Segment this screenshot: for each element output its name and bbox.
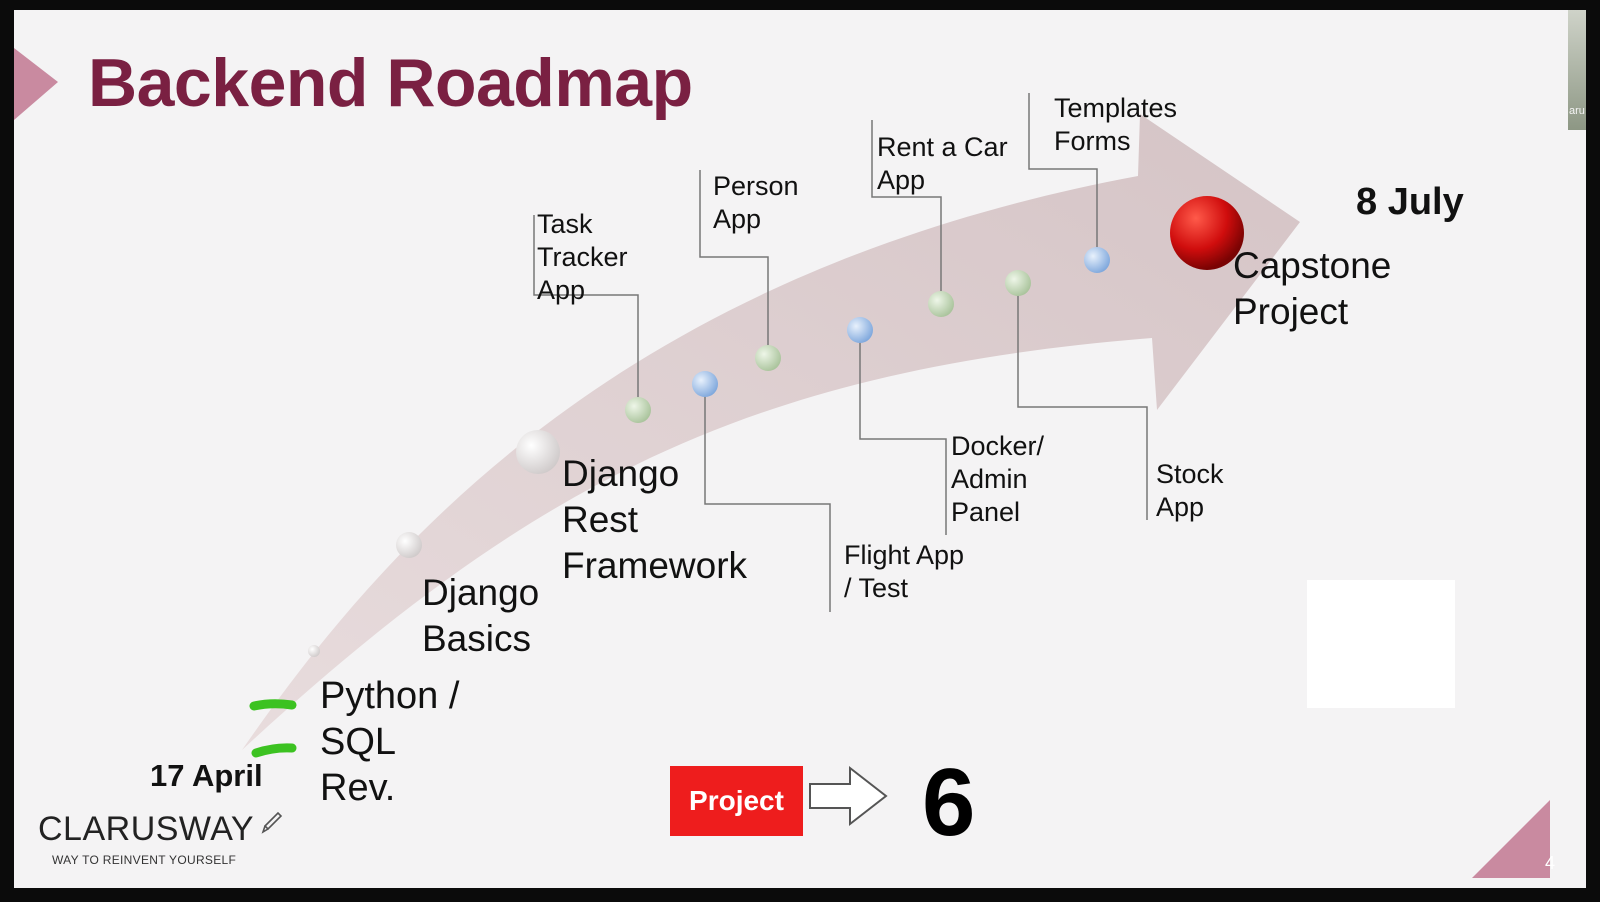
- logo-name: CLARUSWAY: [38, 810, 255, 848]
- callout-lines: [533, 93, 1148, 612]
- label-person-app: Person App: [713, 171, 799, 234]
- milestone-dot: [928, 291, 954, 317]
- label-rent-a-car: Rent a Car App: [877, 132, 1008, 195]
- bottom-bar: [0, 888, 1600, 902]
- milestone-dot: [755, 345, 781, 371]
- label-docker-admin: Docker/ Admin Panel: [951, 431, 1045, 527]
- milestone-dot: [847, 317, 873, 343]
- end-date: 8 July: [1356, 181, 1464, 223]
- milestone-dot: [516, 430, 560, 474]
- label-django-rest: Django Rest Framework: [562, 453, 748, 586]
- label-django-basics: Django Basics: [422, 572, 540, 659]
- thumbnail-text: aru: [1569, 105, 1585, 117]
- page-number: 4: [1545, 853, 1556, 873]
- label-stock-app: Stock App: [1156, 459, 1224, 522]
- corner-triangle: [1472, 800, 1550, 878]
- pen-icon: [261, 811, 283, 834]
- milestone-dot: [1084, 247, 1110, 273]
- milestone-dot: [625, 397, 651, 423]
- milestone-dot: [692, 371, 718, 397]
- right-arrow-icon: [809, 765, 888, 827]
- roadmap-arrow: [242, 114, 1300, 750]
- label-python-sql: Python / SQL Rev.: [320, 675, 460, 809]
- page-title: Backend Roadmap: [88, 45, 693, 121]
- video-thumbnail[interactable]: aru: [1568, 10, 1586, 130]
- logo-tagline: WAY TO REINVENT YOURSELF: [52, 853, 237, 867]
- label-capstone: Capstone Project: [1233, 245, 1392, 332]
- check-mark: [251, 743, 297, 758]
- label-task-tracker: Task Tracker App: [537, 209, 628, 305]
- milestone-dot: [1005, 270, 1031, 296]
- milestone-dot: [396, 532, 422, 558]
- capstone-dot: [1170, 196, 1244, 270]
- check-mark: [249, 699, 297, 711]
- project-button[interactable]: Project: [670, 766, 803, 836]
- label-flight-app: Flight App / Test: [844, 540, 965, 603]
- slide: Backend Roadmap Python / SQL Rev. Django…: [14, 10, 1586, 888]
- accent-triangle: [14, 48, 58, 120]
- start-date: 17 April: [150, 758, 263, 793]
- roadmap-graphic: [14, 48, 1550, 878]
- project-count: 6: [922, 749, 976, 856]
- milestone-dot: [308, 645, 320, 657]
- label-templates-forms: Templates Forms: [1054, 93, 1178, 156]
- blank-rectangle: [1307, 580, 1455, 708]
